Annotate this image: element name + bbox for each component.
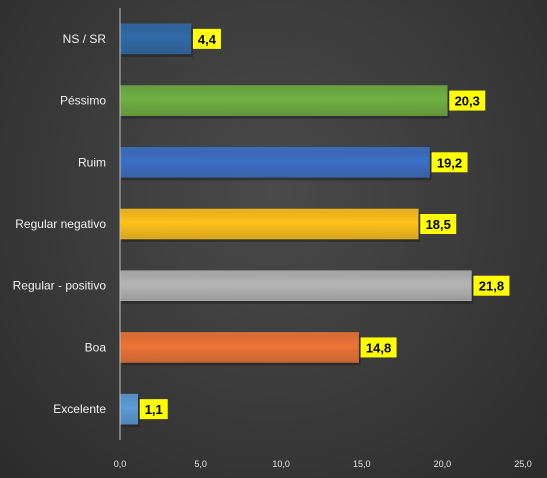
bar <box>119 208 419 240</box>
bar <box>119 270 472 301</box>
bar <box>119 23 192 55</box>
category-label: Regular - positivo <box>13 279 107 293</box>
bars-group <box>119 23 474 428</box>
x-tick-label: 5,0 <box>194 459 207 469</box>
data-label: 14,8 <box>366 340 391 355</box>
category-label: Ruim <box>78 155 106 169</box>
data-label-box <box>449 90 486 111</box>
category-label: Péssimo <box>60 94 106 108</box>
x-tick-label: 0,0 <box>114 459 127 469</box>
bar <box>119 332 359 363</box>
data-label: 19,2 <box>437 155 462 170</box>
data-labels: 4,4 20,3 19,2 18,5 21,8 14,8 1,1 <box>139 28 510 420</box>
data-label-box <box>192 28 221 49</box>
data-label-box <box>431 152 468 173</box>
data-label: 20,3 <box>455 94 480 109</box>
category-labels: NS / SR Péssimo Ruim Regular negativo Regula… <box>13 32 107 416</box>
data-label-box <box>360 337 397 358</box>
bar <box>119 85 448 116</box>
category-label: NS / SR <box>63 32 107 46</box>
data-label: 4,4 <box>198 32 217 47</box>
data-label-box <box>420 214 457 234</box>
category-label: Regular negativo <box>15 217 106 231</box>
data-label: 1,1 <box>145 402 163 417</box>
x-axis-ticks: 0,0 5,0 10,0 15,0 20,0 25,0 <box>114 459 532 469</box>
x-tick-label: 25,0 <box>514 459 532 469</box>
x-tick-label: 15,0 <box>353 459 371 469</box>
category-label: Boa <box>85 340 107 354</box>
category-label: Excelente <box>53 402 106 416</box>
x-tick-label: 20,0 <box>434 459 452 469</box>
x-tick-label: 10,0 <box>272 459 290 469</box>
data-label: 18,5 <box>426 217 451 232</box>
data-label-box <box>473 275 510 296</box>
data-label-box <box>139 399 168 420</box>
bar <box>119 147 430 178</box>
data-label: 21,8 <box>479 279 504 294</box>
bar <box>119 393 138 425</box>
